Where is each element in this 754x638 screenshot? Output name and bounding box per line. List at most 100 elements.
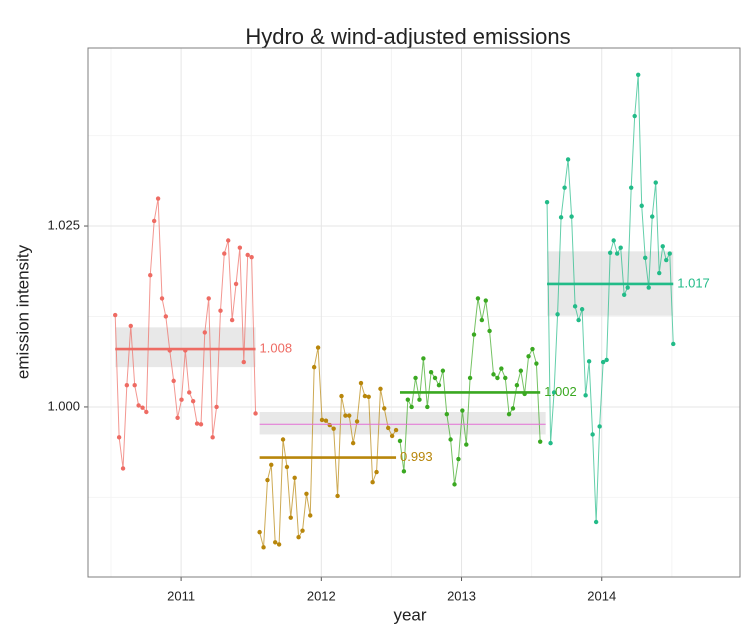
data-point (639, 203, 644, 208)
data-point (562, 185, 567, 190)
data-point (583, 393, 588, 398)
data-point (636, 72, 641, 77)
data-point (382, 406, 387, 411)
data-point (315, 345, 321, 350)
data-point (249, 254, 254, 260)
data-point (261, 545, 266, 550)
data-point (456, 456, 461, 462)
data-point (413, 375, 418, 381)
data-point (187, 390, 192, 395)
data-point (308, 513, 313, 518)
data-point (374, 469, 379, 475)
data-point (155, 196, 161, 201)
data-point (245, 252, 250, 258)
data-point (491, 372, 496, 377)
data-point (229, 317, 235, 323)
data-point (436, 383, 442, 388)
data-point (179, 397, 184, 402)
data-point (506, 411, 512, 417)
data-point (311, 364, 317, 370)
data-point (475, 296, 481, 301)
data-point (163, 314, 169, 319)
data-point (544, 199, 550, 205)
data-point (643, 255, 648, 261)
x-tick-label: 2014 (587, 588, 616, 603)
data-point (558, 215, 564, 220)
data-point (358, 380, 364, 386)
data-point (514, 383, 520, 388)
chart-title: Hydro & wind-adjusted emissions (245, 24, 570, 49)
data-point (206, 296, 211, 301)
data-point (214, 404, 219, 410)
data-point (148, 273, 153, 278)
data-point (284, 464, 290, 470)
data-point (194, 421, 200, 426)
reference-band (259, 412, 546, 435)
data-point (448, 437, 453, 442)
data-point (120, 466, 126, 471)
data-point (653, 180, 658, 185)
data-point (362, 393, 368, 399)
data-point (499, 366, 504, 371)
data-point (327, 422, 332, 428)
data-point (650, 214, 655, 219)
data-point (292, 475, 297, 481)
data-point (534, 361, 539, 366)
data-point (222, 251, 227, 256)
x-tick-label: 2011 (167, 588, 195, 603)
data-point (657, 270, 662, 276)
data-point (366, 394, 371, 400)
data-point (607, 250, 613, 255)
data-point (132, 383, 137, 388)
data-point (604, 357, 609, 363)
data-point (323, 418, 329, 423)
data-point (171, 378, 176, 384)
data-point (569, 214, 574, 219)
data-point (417, 397, 422, 402)
data-point (350, 440, 356, 446)
data-point (667, 251, 672, 256)
data-point (555, 312, 560, 317)
data-point (280, 437, 286, 442)
data-point (483, 298, 488, 303)
data-point (510, 406, 516, 411)
data-point (144, 409, 149, 415)
data-point (471, 332, 477, 337)
data-point (276, 542, 282, 547)
data-point (378, 386, 383, 392)
data-point (202, 330, 207, 335)
data-point (210, 435, 215, 440)
data-point (370, 479, 375, 485)
data-point (386, 425, 391, 431)
y-tick-label: 1.025 (47, 217, 80, 232)
data-point (296, 534, 301, 540)
data-point (464, 442, 469, 447)
data-point (269, 462, 274, 468)
data-point (628, 185, 634, 190)
data-point (495, 375, 500, 381)
data-point (579, 307, 585, 312)
data-point (576, 317, 581, 323)
data-point (526, 354, 531, 359)
data-point (460, 408, 465, 413)
data-point (452, 482, 457, 487)
x-tick-label: 2013 (447, 588, 476, 603)
data-point (421, 356, 426, 361)
mean-label: 1.017 (677, 275, 710, 290)
data-point (159, 296, 165, 301)
data-point (428, 370, 434, 375)
data-point (128, 323, 133, 329)
data-point (300, 528, 305, 533)
data-point (226, 238, 231, 243)
data-point (518, 368, 524, 373)
mean-label: 0.993 (400, 449, 433, 464)
data-point (440, 368, 446, 373)
data-point (218, 308, 223, 313)
data-point (405, 397, 411, 402)
data-point (140, 405, 145, 410)
x-axis-label: year (393, 605, 426, 624)
data-point (319, 417, 325, 423)
data-point (190, 398, 196, 404)
confidence-band (115, 327, 256, 368)
data-point (444, 411, 450, 417)
